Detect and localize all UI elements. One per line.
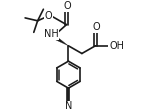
Text: O: O [44,11,52,21]
Text: OH: OH [109,41,124,51]
Text: O: O [64,1,71,11]
Polygon shape [55,37,68,46]
Text: N: N [65,101,72,111]
Text: O: O [92,22,100,32]
Text: NH: NH [44,29,58,39]
